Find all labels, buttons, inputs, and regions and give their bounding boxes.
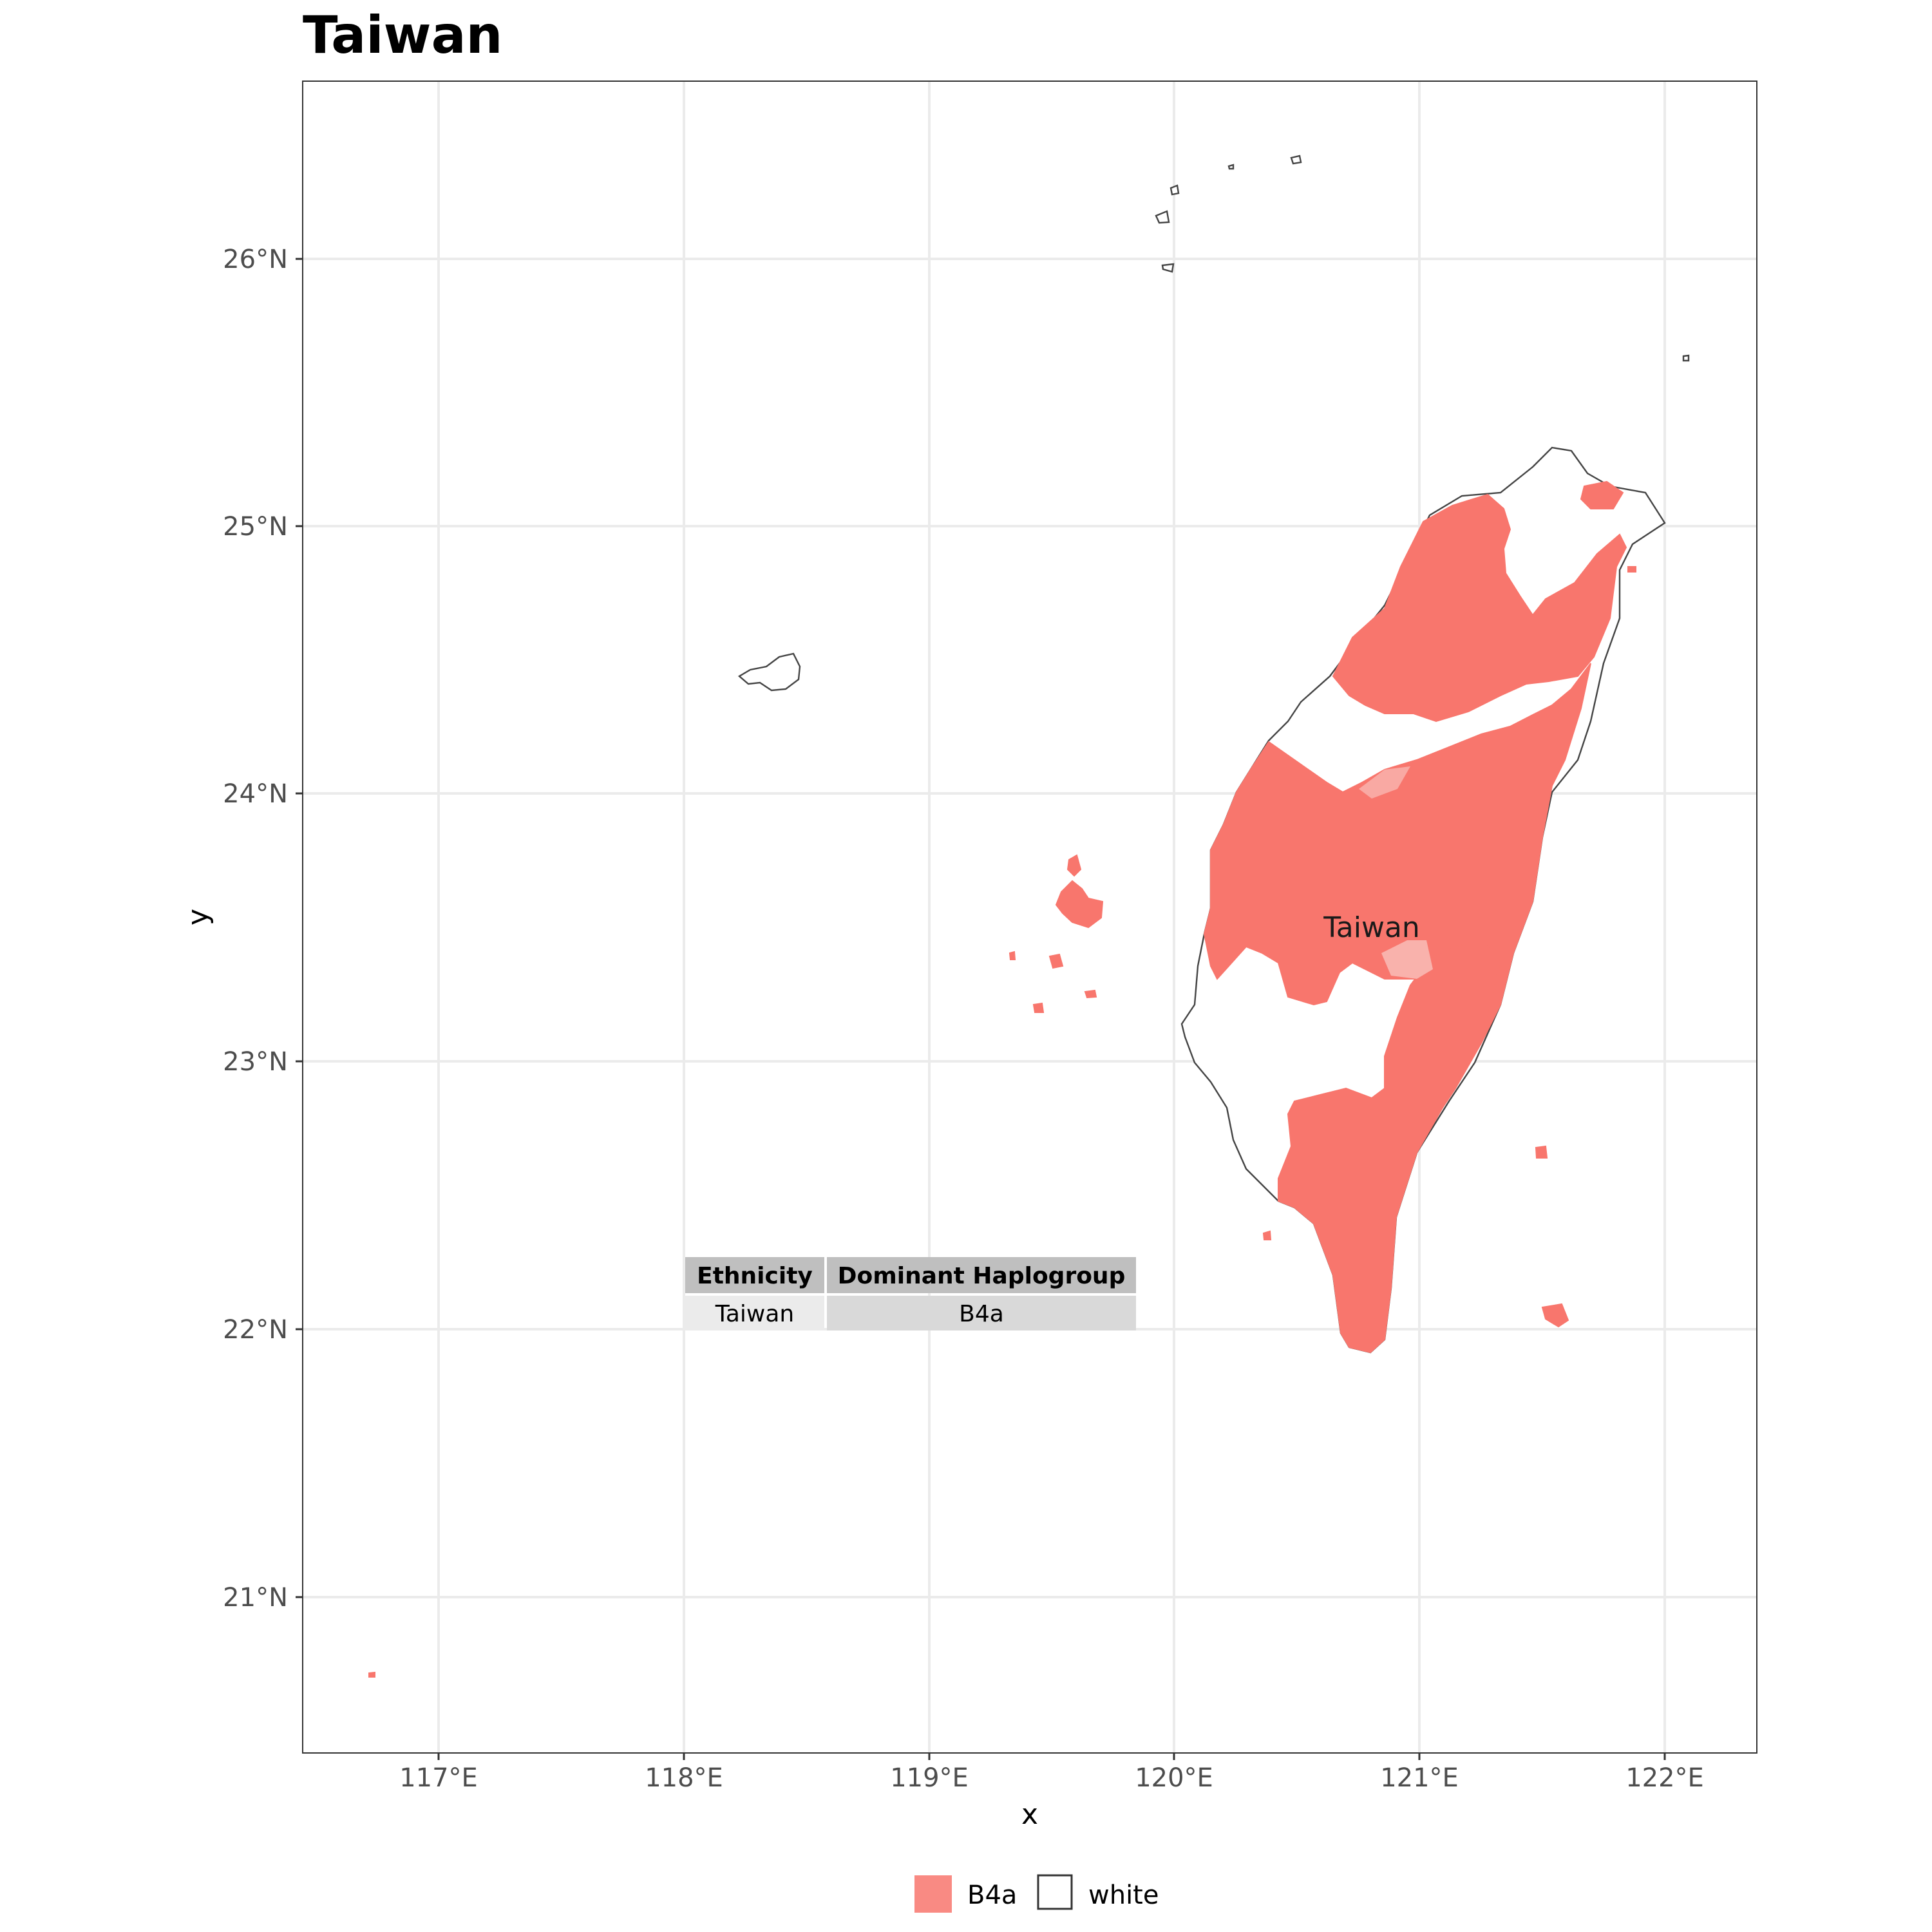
penghu-islet: [1032, 1002, 1045, 1013]
x-tick-label: 119°E: [890, 1763, 969, 1793]
y-axis-title: y: [182, 909, 214, 925]
panel-border: [302, 80, 1757, 1754]
x-tick-labels: 117°E 118°E 119°E 120°E 121°E 122°E: [399, 1763, 1704, 1793]
y-tick-label: 22°N: [223, 1315, 288, 1345]
liuqiu-island: [1262, 1230, 1272, 1240]
penghu-north: [1066, 854, 1082, 877]
pratas-island: [368, 1671, 375, 1678]
x-tick-label: 117°E: [399, 1763, 478, 1793]
region-east: [1278, 939, 1502, 1354]
y-ticks: [296, 258, 303, 1598]
penghu-islet: [1009, 951, 1016, 960]
y-tick-label: 24°N: [223, 779, 288, 809]
matsu-islet: [1170, 184, 1180, 196]
table-cell: [827, 1296, 1136, 1331]
matsu-islets: [1155, 155, 1302, 273]
kinmen-island: [737, 652, 801, 692]
penghu-main: [1055, 880, 1104, 929]
x-tick-label: 122°E: [1625, 1763, 1704, 1793]
x-ticks: [437, 1753, 1666, 1760]
matsu-islet: [1290, 155, 1302, 165]
chart-title: Taiwan: [303, 5, 503, 65]
legend-label-white: white: [1088, 1880, 1159, 1910]
x-tick-label: 118°E: [645, 1763, 723, 1793]
table-header-cell: [827, 1257, 1136, 1293]
island-north-east: [1580, 480, 1624, 509]
region-overlap-central: [1381, 940, 1433, 979]
north-islet: [1682, 354, 1690, 362]
table-header-ethnicity: Ethnicity: [697, 1263, 813, 1289]
matsu-islet: [1155, 210, 1170, 224]
penghu-islet: [1048, 953, 1064, 969]
y-tick-label: 26°N: [223, 245, 288, 274]
penghu-islet: [1084, 989, 1097, 999]
legend-label-b4a: B4a: [967, 1880, 1017, 1910]
region-north-west: [1332, 493, 1627, 723]
plot-panel: [303, 81, 1757, 1753]
x-axis-title: x: [1021, 1798, 1038, 1831]
legend-key-b4a: [914, 1875, 952, 1913]
y-tick-label: 21°N: [223, 1583, 288, 1613]
matsu-islet: [1227, 164, 1235, 170]
y-tick-label: 23°N: [223, 1047, 288, 1077]
legend: B4a white: [914, 1874, 1159, 1913]
table-cell-ethnicity: Taiwan: [715, 1301, 794, 1327]
table-cell-haplogroup: B4a: [959, 1301, 1004, 1327]
matsu-islet: [1161, 263, 1175, 273]
orchid-island: [1541, 1303, 1569, 1328]
x-tick-label: 120°E: [1135, 1763, 1213, 1793]
table-cell: [685, 1296, 824, 1331]
region-overlap-north: [1359, 766, 1410, 799]
region-label: Taiwan: [1323, 911, 1420, 944]
table-header-haplogroup: Dominant Haplogroup: [838, 1263, 1126, 1289]
guishan-island: [1627, 566, 1636, 573]
penghu-islands: [1009, 854, 1104, 1013]
y-tick-labels: 21°N 22°N 23°N 24°N 25°N 26°N: [223, 245, 288, 1613]
x-tick-label: 121°E: [1380, 1763, 1459, 1793]
table-header-cell: [685, 1257, 824, 1293]
haplogroup-table: Ethnicity Dominant Haplogroup Taiwan B4a: [685, 1257, 1136, 1331]
legend-key-white: [1037, 1874, 1073, 1910]
y-tick-label: 25°N: [223, 512, 288, 542]
map-layer: [368, 155, 1690, 1678]
green-island: [1535, 1145, 1548, 1159]
